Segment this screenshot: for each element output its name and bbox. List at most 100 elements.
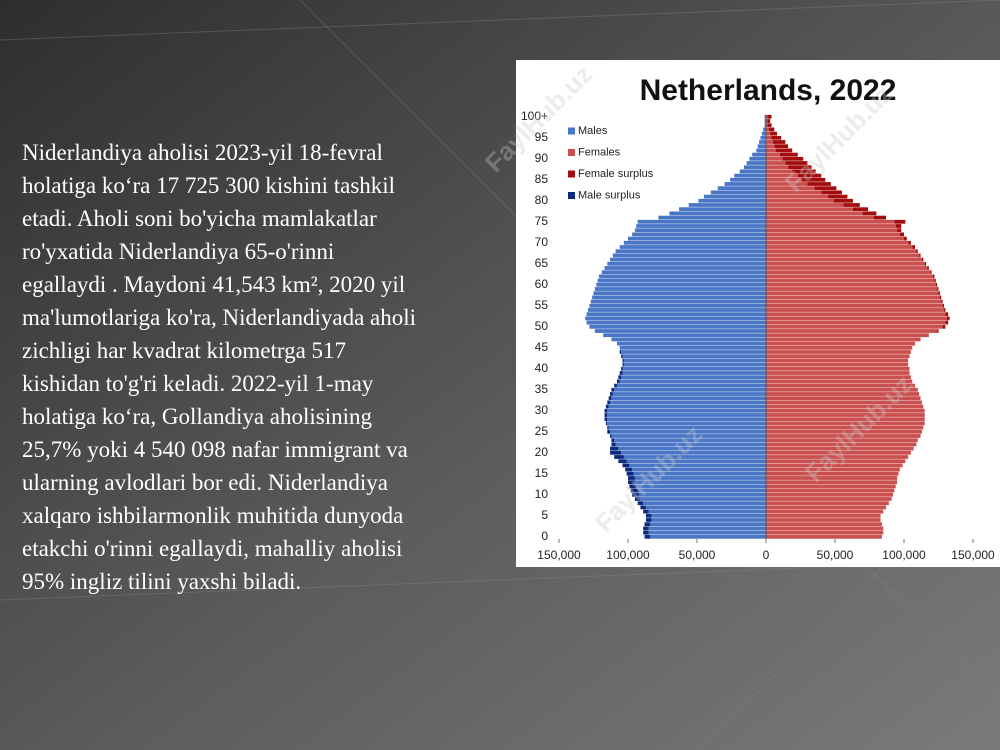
bar-male (643, 501, 766, 506)
bar-male-surplus (644, 534, 651, 539)
bar-male (669, 211, 766, 216)
bar-female (766, 434, 921, 438)
bar-female (766, 140, 773, 144)
bar-male (724, 182, 766, 186)
bar-female-surplus (924, 261, 927, 266)
bar-female (766, 446, 914, 451)
bar-male (607, 417, 766, 422)
bar-female (766, 249, 917, 254)
bar-female (766, 413, 925, 417)
bar-female-surplus (801, 177, 826, 182)
bar-female (766, 278, 935, 283)
x-tick-label: 150,000 (951, 548, 995, 562)
bar-male-surplus (618, 375, 622, 380)
bar-male (763, 127, 766, 132)
bar-male (594, 287, 766, 291)
bar-male (615, 442, 766, 447)
paragraph-line: etakchi o'rinni egallaydi, mahalliy ahol… (22, 536, 402, 561)
bar-male-surplus (610, 392, 613, 396)
bar-male (759, 140, 766, 144)
bar-male (658, 215, 766, 220)
bar-male (616, 341, 766, 346)
bar-female (766, 534, 882, 539)
bar-male (594, 329, 766, 333)
bar-female-surplus (852, 207, 869, 212)
y-tick-label: 55 (535, 298, 549, 312)
bar-male-surplus (621, 354, 623, 359)
bar-male (698, 198, 766, 203)
bar-female (766, 228, 898, 233)
bar-male (621, 350, 766, 354)
chart-title: Netherlands, 2022 (640, 74, 897, 107)
bar-male (761, 131, 766, 136)
bar-male (607, 261, 766, 266)
bar-male (734, 173, 766, 178)
bar-male (589, 324, 766, 329)
bar-male (619, 245, 766, 249)
bar-male (587, 308, 766, 312)
bar-female-surplus (873, 215, 887, 220)
bar-male (623, 358, 766, 363)
bar-male-surplus (614, 383, 617, 388)
bar-male (636, 484, 766, 489)
bar-male-surplus (618, 459, 627, 464)
bar-male (607, 408, 766, 413)
paragraph-line: xalqaro ishbilarmonlik muhitida dunyoda (22, 503, 403, 528)
bar-male-surplus (611, 387, 615, 392)
bar-female (766, 400, 922, 405)
bar-male-surplus (645, 518, 652, 522)
bar-male-surplus (607, 429, 611, 434)
bar-male (599, 274, 766, 279)
bar-male-surplus (643, 509, 649, 514)
bar-female-surplus (767, 119, 771, 123)
bar-male (650, 534, 766, 539)
bar-female-surplus (843, 203, 860, 207)
y-tick-label: 5 (541, 508, 548, 522)
bar-male (615, 249, 766, 254)
bar-male-surplus (604, 413, 608, 417)
legend-label: Female surplus (578, 168, 654, 180)
bar-female (766, 450, 911, 455)
bar-male-surplus (632, 492, 640, 497)
bar-male (603, 333, 766, 338)
bar-male (634, 480, 766, 485)
bar-male (610, 257, 766, 262)
paragraph-line: 25,7% yoki 4 540 098 nafar immigrant va (22, 437, 408, 462)
bar-female-surplus (768, 127, 775, 132)
bar-female (766, 240, 909, 245)
bar-female (766, 123, 768, 128)
bar-female (766, 203, 844, 207)
bar-male (760, 135, 766, 140)
bar-female (766, 186, 815, 191)
bar-female (766, 530, 884, 535)
bar-male-surplus (610, 434, 612, 438)
bar-male-surplus (622, 362, 624, 367)
y-tick-label: 100+ (521, 109, 548, 123)
bar-female (766, 152, 780, 157)
bar-female (766, 291, 939, 296)
bar-male (626, 459, 766, 464)
bar-male-surplus (626, 471, 634, 476)
bar-female (766, 169, 793, 174)
bar-female (766, 131, 771, 136)
bar-female (766, 366, 910, 371)
bar-male (730, 177, 766, 182)
bar-male (611, 396, 766, 401)
bar-male (612, 392, 766, 396)
bar-male-surplus (611, 442, 616, 447)
bar-female-surplus (833, 198, 853, 203)
y-tick-label: 60 (535, 277, 549, 291)
bar-male-surplus (645, 513, 652, 518)
bar-female-surplus (785, 161, 808, 165)
bar-female (766, 198, 834, 203)
bar-female (766, 513, 881, 518)
bar-female (766, 354, 910, 359)
bar-male-surplus (610, 446, 619, 451)
bar-male (585, 316, 766, 321)
bar-female (766, 484, 896, 489)
bar-female (766, 463, 903, 468)
bar-male-surplus (608, 396, 612, 401)
bar-male (637, 219, 766, 224)
bar-female (766, 383, 916, 388)
bar-male-surplus (621, 366, 623, 371)
